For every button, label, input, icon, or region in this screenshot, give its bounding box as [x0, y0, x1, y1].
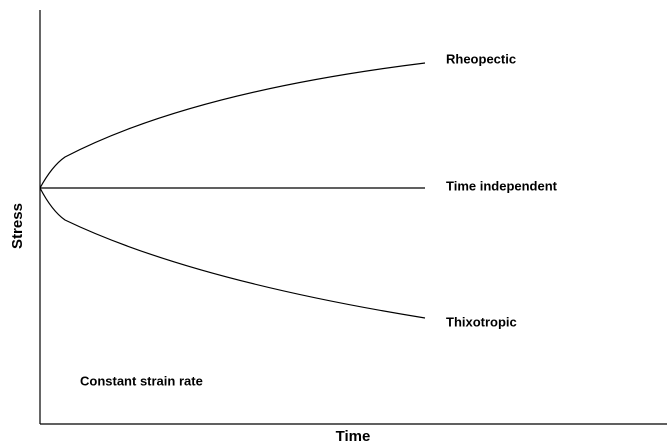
rheopectic-curve [39, 62, 426, 189]
y-axis-title: Stress [9, 203, 26, 249]
curve-label: Thixotropic [446, 314, 517, 329]
x-axis-title: Time [336, 428, 371, 445]
note: Constant strain rate [80, 373, 203, 388]
curve-label: Time independent [446, 178, 558, 193]
thixotropic-curve [39, 187, 426, 319]
curve-label: Rheopectic [446, 51, 516, 66]
